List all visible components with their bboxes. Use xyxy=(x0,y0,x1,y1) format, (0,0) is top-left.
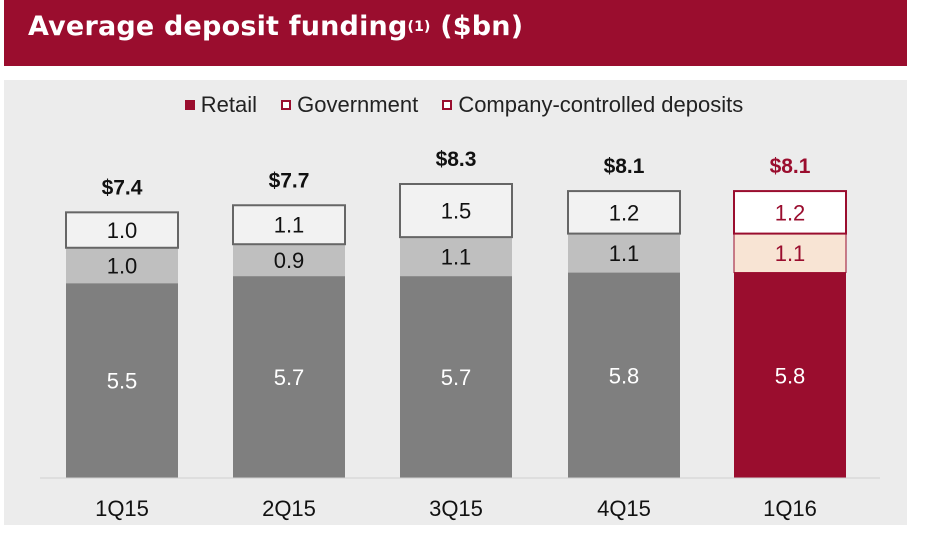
data-label-retail: 5.8 xyxy=(609,363,640,388)
bar-segment-company-controlled xyxy=(567,190,681,235)
bar-segment-retail xyxy=(734,272,846,478)
data-label-company-controlled: 1.5 xyxy=(441,199,472,224)
title-main: Average deposit funding xyxy=(28,11,408,42)
legend-item-government: Government xyxy=(281,92,418,118)
bar-segment-company-controlled xyxy=(65,211,179,249)
x-axis-tick-label: 1Q16 xyxy=(763,496,817,521)
total-label: $7.4 xyxy=(102,176,143,199)
bar-segment-company-controlled xyxy=(232,204,346,246)
x-axis-tick-label: 2Q15 xyxy=(262,496,316,521)
data-label-government: 1.1 xyxy=(609,241,640,266)
legend-label-government: Government xyxy=(297,92,419,117)
data-label-company-controlled: 1.2 xyxy=(609,200,640,225)
chart-title: Average deposit funding(1) ($bn) xyxy=(28,8,523,50)
total-label: $8.3 xyxy=(436,148,477,171)
filled-square-icon xyxy=(184,100,195,110)
data-label-retail: 5.7 xyxy=(441,365,472,390)
title-unit: ($bn) xyxy=(430,11,524,42)
bar-segment-retail xyxy=(233,276,345,478)
bar-segment-government xyxy=(233,244,345,277)
data-label-retail: 5.7 xyxy=(274,365,305,390)
x-axis-tick-label: 4Q15 xyxy=(597,496,651,521)
data-label-company-controlled: 1.2 xyxy=(775,200,806,225)
total-label: $8.1 xyxy=(770,155,811,178)
legend-item-company-controlled: Company-controlled deposits xyxy=(442,92,743,118)
x-axis-tick-label: 3Q15 xyxy=(429,496,483,521)
title-footnote-marker: (1) xyxy=(407,19,431,35)
title-bar: Average deposit funding(1) ($bn) xyxy=(4,0,907,66)
data-label-government: 1.0 xyxy=(107,253,138,278)
bar-segment-company-controlled xyxy=(399,183,513,239)
bar-segment-government xyxy=(568,233,680,273)
data-label-retail: 5.8 xyxy=(775,363,806,388)
legend: Retail Government Company-controlled dep… xyxy=(0,90,928,118)
bar-segment-government xyxy=(66,247,178,284)
outlined-square-icon xyxy=(442,100,453,110)
data-label-retail: 5.5 xyxy=(107,369,138,394)
total-label: $7.7 xyxy=(269,169,310,192)
bar-segment-retail xyxy=(400,276,512,478)
total-label: $8.1 xyxy=(604,155,645,178)
data-label-company-controlled: 1.1 xyxy=(274,213,305,238)
legend-label-company-controlled: Company-controlled deposits xyxy=(458,92,744,117)
legend-label-retail: Retail xyxy=(200,92,257,117)
legend-item-retail: Retail xyxy=(184,92,257,118)
data-label-company-controlled: 1.0 xyxy=(107,218,138,243)
bar-segment-government xyxy=(400,237,512,277)
data-label-government: 1.1 xyxy=(775,241,806,266)
data-label-government: 1.1 xyxy=(441,245,472,270)
bar-segment-retail xyxy=(66,283,178,478)
bar-segment-retail xyxy=(568,272,680,478)
x-axis-tick-label: 1Q15 xyxy=(95,496,149,521)
outlined-square-icon xyxy=(281,100,292,110)
data-label-government: 0.9 xyxy=(274,248,305,273)
bar-segment-company-controlled xyxy=(733,190,847,235)
